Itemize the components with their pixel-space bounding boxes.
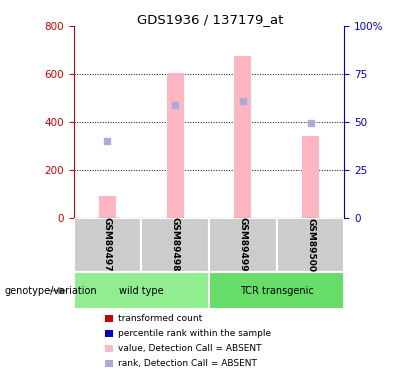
Text: wild type: wild type xyxy=(119,286,163,296)
Text: percentile rank within the sample: percentile rank within the sample xyxy=(118,329,271,338)
Text: GDS1936 / 137179_at: GDS1936 / 137179_at xyxy=(137,13,283,26)
Bar xyxy=(141,217,209,272)
Bar xyxy=(277,217,344,272)
Bar xyxy=(74,272,209,309)
Text: GSM89497: GSM89497 xyxy=(103,217,112,272)
Text: TCR transgenic: TCR transgenic xyxy=(240,286,314,296)
Text: GSM89499: GSM89499 xyxy=(238,217,247,272)
Text: transformed count: transformed count xyxy=(118,314,202,323)
Bar xyxy=(234,56,251,217)
Bar xyxy=(209,272,344,309)
Text: rank, Detection Call = ABSENT: rank, Detection Call = ABSENT xyxy=(118,359,257,368)
Text: value, Detection Call = ABSENT: value, Detection Call = ABSENT xyxy=(118,344,261,353)
Text: GSM89500: GSM89500 xyxy=(306,217,315,272)
Bar xyxy=(99,196,116,217)
Bar xyxy=(167,73,184,217)
Text: GSM89498: GSM89498 xyxy=(171,217,180,272)
Bar xyxy=(209,217,277,272)
Bar xyxy=(302,136,319,218)
Bar xyxy=(74,217,141,272)
Text: genotype/variation: genotype/variation xyxy=(4,286,97,296)
